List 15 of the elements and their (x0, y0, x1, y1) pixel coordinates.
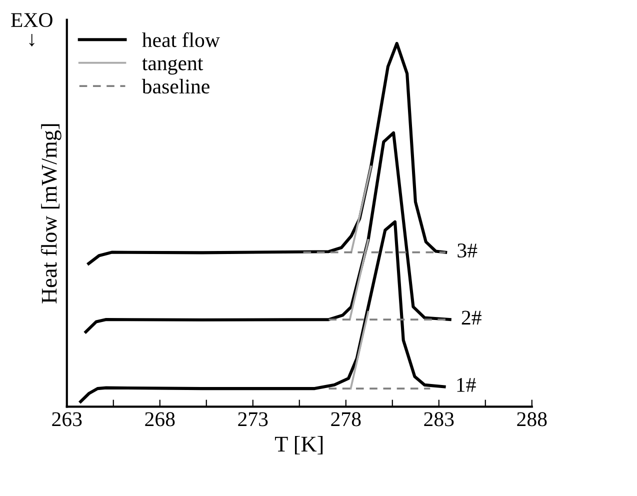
annotation: 1# (457, 378, 476, 392)
x-axis-title: T [K] (275, 436, 323, 454)
x-tick-label: 278 (331, 412, 361, 426)
legend-label: baseline (142, 78, 210, 94)
x-tick-label: 288 (517, 412, 547, 426)
x-tick-label: 283 (424, 412, 454, 426)
x-tick-label: 268 (145, 412, 175, 426)
legend-label: heat flow (142, 32, 220, 48)
legend-label: tangent (142, 58, 204, 75)
x-tick-label: 263 (52, 412, 82, 426)
annotation: 2# (462, 310, 482, 325)
annotation: 3# (458, 244, 478, 258)
text: EXO ↓ (11, 13, 52, 46)
x-tick-label: 273 (238, 412, 268, 426)
y-axis-title: Heat flow [mW/mg] (40, 124, 62, 304)
